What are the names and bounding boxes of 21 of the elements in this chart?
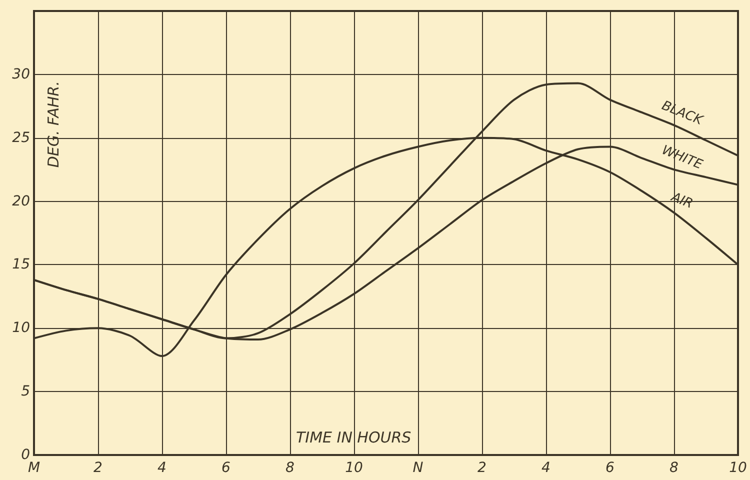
x-tick-label: 4: [158, 460, 166, 476]
y-axis-title: DEG. FAHR.: [44, 81, 62, 168]
y-tick-label: 30: [12, 66, 30, 82]
y-tick-label: 20: [12, 193, 30, 210]
x-tick-label: 6: [222, 460, 231, 476]
x-tick-label: M: [28, 460, 40, 476]
x-axis-title: TIME IN HOURS: [296, 428, 412, 446]
x-tick-label: 10: [345, 460, 363, 476]
y-tick-label: 25: [12, 130, 30, 146]
x-tick-label: 8: [670, 460, 679, 476]
x-tick-label: 2: [94, 460, 103, 476]
x-tick-label: 8: [286, 460, 295, 476]
x-tick-label: 4: [542, 460, 550, 476]
x-tick-label: 10: [729, 460, 747, 476]
y-tick-label: 5: [21, 384, 30, 400]
y-tick-label: 0: [21, 447, 30, 463]
y-tick-label: 10: [12, 320, 30, 336]
y-tick-label: 15: [12, 256, 30, 273]
x-tick-label: N: [412, 460, 424, 476]
x-tick-label: 2: [478, 460, 487, 476]
x-tick-label: 6: [606, 460, 615, 476]
